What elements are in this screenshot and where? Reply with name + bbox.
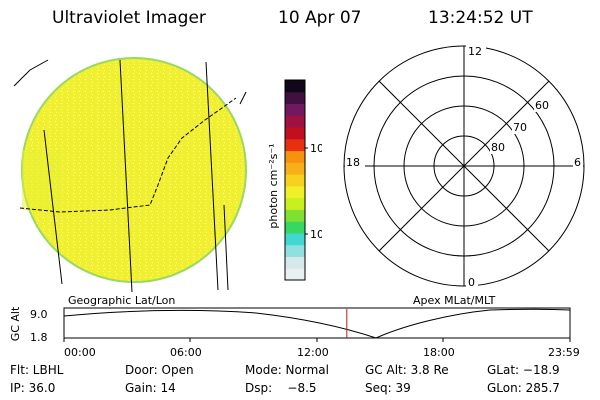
filter-info: Flt: LBHL [10,363,64,377]
colorbar-tick-100: 100 [310,142,322,155]
colorbar-block [285,162,305,175]
colorbar-block [285,115,305,128]
alt-ytick-9: 9.0 [30,308,48,321]
colorbar-unit-label: photon cm⁻²s⁻¹ [267,143,280,228]
glon-info: GLon: 285.7 [487,381,560,395]
uv-image-panel [13,57,247,293]
colorbar-block [285,256,305,269]
mlat-label-70: 70 [513,121,527,134]
colorbar-block [285,221,305,234]
time-tick-6: 06:00 [170,346,202,359]
polar-grid: 12 6 18 0 60 70 80 [343,44,585,289]
colorbar-block [285,244,305,257]
colorbar-block [285,197,305,210]
mlt-label-0: 0 [468,276,475,289]
geographic-label: Geographic Lat/Lon [68,294,176,307]
dsp-info: Dsp: −8.5 [245,381,317,395]
colorbar-tick-10: 10 [310,228,322,241]
alt-ylabel: GC Alt [9,306,22,341]
colorbar: 100 10 photon cm⁻²s⁻¹ [267,79,322,281]
mlt-label-18: 18 [346,156,360,169]
colorbar-block [285,209,305,222]
door-info: Door: Open [125,363,194,377]
colorbar-block [285,103,305,116]
instrument-title: Ultraviolet Imager [52,8,206,28]
mode-info: Mode: Normal [245,363,329,377]
gain-info: Gain: 14 [125,381,176,395]
colorbar-block [285,268,305,281]
time-tick-24: 23:59 [548,346,580,359]
colorbar-block [285,127,305,140]
altitude-chart: 9.0 1.8 GC Alt [9,306,571,344]
colorbar-gradient [285,80,305,281]
graticule-lines [13,59,247,293]
seq-info: Seq: 39 [365,381,411,395]
colorbar-block [285,80,305,93]
mlat-label-80: 80 [491,141,505,154]
colorbar-block [285,232,305,246]
colorbar-block [285,150,305,163]
image-date: 10 Apr 07 [278,8,362,28]
gc-alt-info: GC Alt: 3.8 Re [365,363,449,377]
ip-info: IP: 36.0 [10,381,56,395]
colorbar-block [285,91,305,105]
colorbar-block [285,174,305,187]
time-tick-0: 00:00 [64,346,96,359]
x-ticks [63,338,571,342]
colorbar-block [285,138,305,152]
mlt-label-6: 6 [574,156,581,169]
time-tick-12: 12:00 [297,346,329,359]
apex-label: Apex MLat/MLT [413,294,496,307]
glat-info: GLat: −18.9 [487,363,560,377]
time-tick-18: 18:00 [423,346,455,359]
image-time: 13:24:52 UT [428,8,533,28]
alt-ytick-1.8: 1.8 [30,331,48,344]
mlt-label-12: 12 [468,45,482,58]
mlat-label-60: 60 [535,99,549,112]
colorbar-block [285,185,305,199]
altitude-curve [63,308,571,339]
